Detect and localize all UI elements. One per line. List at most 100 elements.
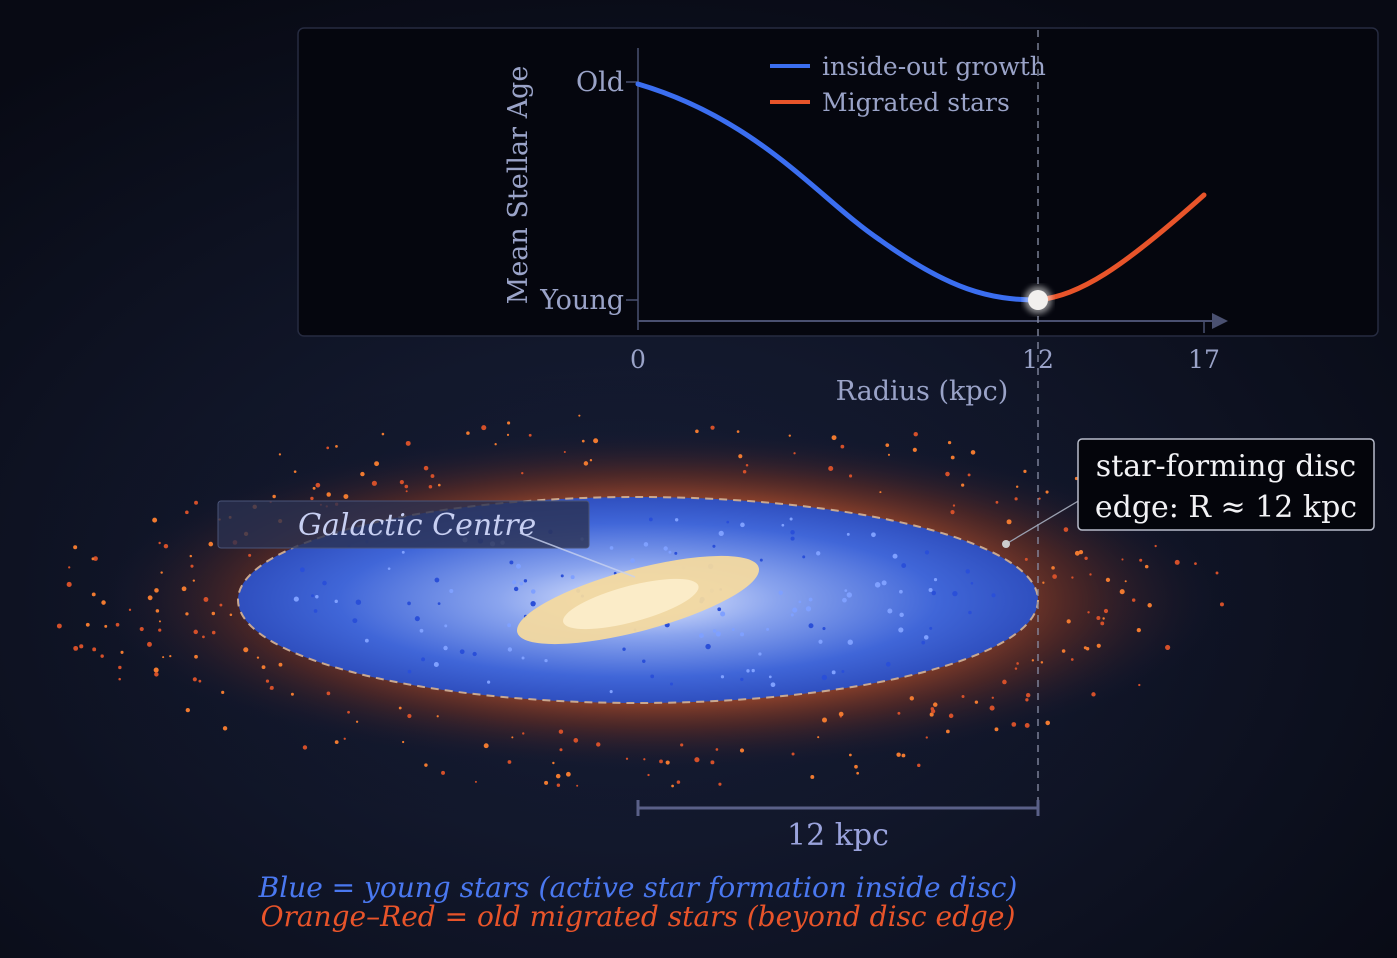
young-star [887, 608, 893, 614]
migrated-star [931, 709, 936, 714]
migrated-star [1091, 692, 1096, 697]
young-star [444, 624, 448, 628]
migrated-star [967, 473, 971, 477]
young-star [901, 563, 907, 568]
young-star [650, 674, 655, 679]
migrated-star [1014, 497, 1018, 501]
migrated-star [1124, 580, 1127, 583]
migrated-star [118, 677, 121, 681]
chart-panel [297, 27, 1379, 337]
galactic-centre-label-box [217, 500, 590, 549]
x-tick-12: 12 [1022, 345, 1054, 374]
young-star [630, 558, 635, 564]
migrated-star [909, 696, 914, 701]
young-star [531, 589, 536, 594]
young-star [841, 669, 845, 673]
migrated-star [736, 430, 740, 433]
migrated-star [293, 470, 297, 473]
migrated-star [1105, 577, 1111, 583]
migrated-star [1121, 558, 1124, 561]
young-star [965, 569, 970, 574]
migrated-star [840, 444, 845, 449]
young-star [821, 674, 828, 681]
migrated-star [229, 613, 233, 617]
migrated-star [593, 438, 599, 444]
migrated-star [563, 450, 566, 454]
migrated-star [203, 597, 209, 602]
young-star [642, 659, 646, 664]
migrated-star [1087, 611, 1090, 614]
young-star [513, 586, 519, 592]
young-star [899, 612, 904, 618]
migrated-star [1215, 571, 1219, 575]
migrated-star [710, 425, 715, 430]
young-star [387, 567, 391, 571]
young-star [726, 520, 730, 524]
migrated-star [398, 706, 402, 710]
migrated-star [152, 517, 158, 523]
young-star [322, 580, 327, 586]
migrated-star [326, 492, 331, 497]
migrated-star [310, 496, 314, 501]
migrated-star [1024, 723, 1030, 728]
migrated-star [522, 732, 525, 735]
migrated-star [430, 474, 435, 478]
migrated-star [147, 595, 153, 601]
migrated-star [73, 545, 78, 550]
migrated-star [194, 654, 198, 659]
migrated-star [544, 780, 549, 785]
young-star [871, 532, 876, 538]
x-tick-0: 0 [630, 345, 646, 374]
migrated-star [118, 665, 122, 670]
migrated-star [879, 491, 882, 494]
migrated-star [181, 586, 187, 592]
migrated-star [481, 425, 487, 431]
young-star [668, 550, 672, 554]
young-star [407, 669, 412, 674]
migrated-star [73, 645, 79, 651]
migrated-star [1040, 661, 1044, 664]
young-star [401, 550, 405, 554]
young-star [931, 590, 937, 596]
migrated-star [1147, 603, 1152, 608]
migrated-star [278, 453, 282, 456]
migrated-star [347, 710, 350, 714]
migrated-star [643, 758, 646, 761]
young-star [705, 643, 711, 650]
migrated-star [647, 773, 650, 777]
migrated-star [1070, 658, 1074, 661]
migrated-star [1006, 519, 1012, 525]
young-star [472, 651, 477, 657]
galactic-bulge [516, 555, 760, 645]
migrated-star [104, 624, 108, 628]
migrated-star [897, 711, 901, 715]
migrated-star [948, 713, 954, 719]
young-star [414, 616, 420, 622]
migrated-star [849, 753, 852, 757]
young-star [299, 567, 305, 573]
migrated-star [885, 443, 890, 448]
migrated-star [261, 665, 266, 670]
migrated-star [625, 757, 629, 760]
young-star [364, 638, 369, 643]
migrated-star [154, 588, 159, 593]
young-star [789, 517, 793, 521]
migrated-star [222, 726, 228, 731]
young-star [746, 669, 750, 673]
migrated-star [185, 612, 189, 616]
caption-orange: Orange–Red = old migrated stars (beyond … [261, 900, 1016, 933]
young-star [846, 532, 850, 536]
migrated-star [1023, 469, 1027, 473]
migrated-star [995, 500, 999, 504]
migrated-star [521, 471, 524, 475]
migrated-star [120, 650, 124, 654]
young-star [885, 661, 891, 667]
young-star [928, 588, 933, 593]
migrated-star [101, 600, 106, 605]
migrated-star [343, 737, 346, 740]
young-star [740, 522, 745, 528]
migrated-star [945, 471, 950, 477]
migrated-star [160, 571, 163, 574]
young-star [334, 599, 338, 604]
young-star [674, 551, 678, 555]
